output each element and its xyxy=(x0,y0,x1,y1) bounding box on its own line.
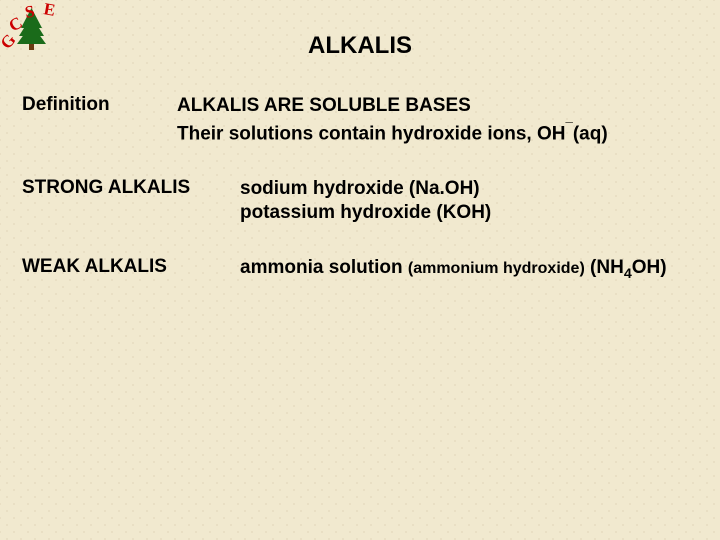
weak-paren: (ammonium hydroxide) xyxy=(408,260,585,277)
strong-content: sodium hydroxide (Na.OH) potassium hydro… xyxy=(240,177,491,226)
weak-formula-sub: 4 xyxy=(624,266,632,282)
slide-page: G C S E ALKALIS Definition ALKALIS ARE S… xyxy=(0,0,720,540)
weak-row: WEAK ALKALIS ammonia solution (ammonium … xyxy=(22,256,698,283)
logo-letter-e: E xyxy=(42,2,56,20)
weak-formula-pre: (NH xyxy=(585,257,624,278)
definition-line2-post: (aq) xyxy=(573,123,608,144)
logo-letter-s: S xyxy=(23,2,36,22)
definition-row: Definition ALKALIS ARE SOLUBLE BASES The… xyxy=(22,94,698,147)
definition-content: ALKALIS ARE SOLUBLE BASES Their solution… xyxy=(177,94,608,147)
definition-label: Definition xyxy=(22,94,177,116)
strong-label: STRONG ALKALIS xyxy=(22,177,240,199)
weak-label: WEAK ALKALIS xyxy=(22,256,240,278)
definition-line2-pre: Their solutions contain hydroxide ions, … xyxy=(177,123,565,144)
weak-formula-post: OH) xyxy=(632,257,667,278)
strong-row: STRONG ALKALIS sodium hydroxide (Na.OH) … xyxy=(22,177,698,226)
definition-superscript: ¯ xyxy=(565,120,572,135)
strong-line1: sodium hydroxide (Na.OH) xyxy=(240,177,491,202)
definition-line2: Their solutions contain hydroxide ions, … xyxy=(177,119,608,147)
definition-line1: ALKALIS ARE SOLUBLE BASES xyxy=(177,94,608,119)
gcse-logo: G C S E xyxy=(2,2,60,60)
strong-line2: potassium hydroxide (KOH) xyxy=(240,201,491,226)
gcse-logo-svg: G C S E xyxy=(2,2,60,60)
weak-text-pre: ammonia solution xyxy=(240,257,408,278)
page-title: ALKALIS xyxy=(22,32,698,60)
weak-content: ammonia solution (ammonium hydroxide) (N… xyxy=(240,256,667,283)
